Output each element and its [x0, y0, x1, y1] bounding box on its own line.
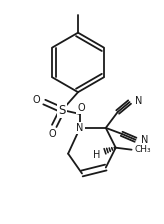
Text: S: S — [59, 103, 66, 116]
Text: O: O — [48, 129, 56, 139]
Text: O: O — [33, 95, 40, 105]
Text: N: N — [141, 135, 148, 145]
Text: O: O — [77, 103, 85, 113]
Text: CH₃: CH₃ — [134, 145, 151, 154]
Text: N: N — [134, 96, 142, 106]
Text: H: H — [93, 150, 101, 160]
Text: N: N — [76, 123, 84, 133]
